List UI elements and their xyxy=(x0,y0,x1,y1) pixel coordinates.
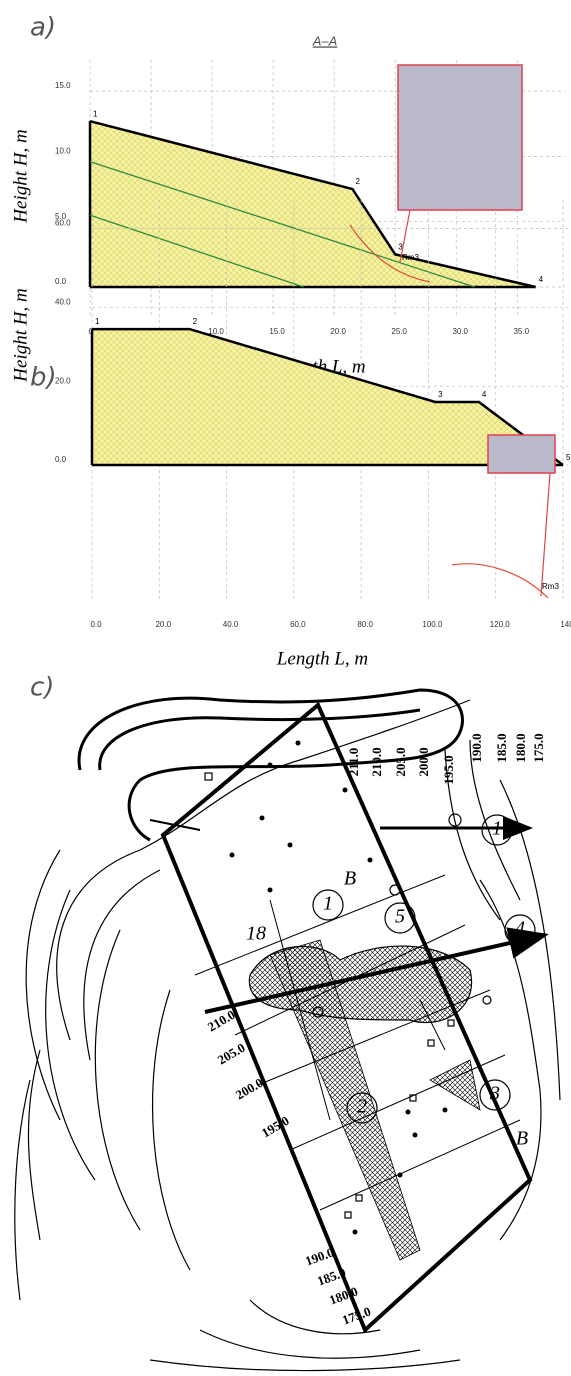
zone-number: 4 xyxy=(515,918,525,940)
x-tick-label: 140 xyxy=(560,620,571,629)
contour-label: 205.0 xyxy=(215,1040,248,1068)
zone-number: 1 xyxy=(492,818,502,840)
point-label: 4 xyxy=(482,390,487,399)
y-tick-label: 0.0 xyxy=(55,455,67,464)
panel-label: c) xyxy=(30,673,54,703)
page: {"figure": {"panel_labels": ["a)", "b)",… xyxy=(0,0,571,1376)
inset-pointer xyxy=(541,473,550,596)
zone-number: 1 xyxy=(323,893,333,915)
x-tick-label: 35.0 xyxy=(513,327,529,336)
x-tick-label: 30.0 xyxy=(452,327,468,336)
point-label: 2 xyxy=(193,317,198,326)
contour-label: 175.0 xyxy=(531,733,546,762)
inset-box xyxy=(398,65,522,210)
chart-title: A–A xyxy=(312,33,338,48)
y-tick-label: 20.0 xyxy=(55,376,71,385)
x-tick-label: 80.0 xyxy=(357,620,373,629)
x-tick-label: 40.0 xyxy=(223,620,239,629)
point-label: 4 xyxy=(539,275,544,284)
figure: a) b) c) 211.0210.0205.0200.0195.0190.01… xyxy=(0,0,571,1376)
zone-number: 5 xyxy=(395,906,405,928)
x-tick-label: 120.0 xyxy=(490,620,511,629)
inset-box xyxy=(488,435,555,473)
map-label: 18 xyxy=(246,923,266,945)
point-label: 2 xyxy=(355,177,360,186)
zone-number: 3 xyxy=(489,1083,500,1105)
x-tick-label: 25.0 xyxy=(391,327,407,336)
y-tick-label: 15.0 xyxy=(55,81,71,90)
contour-label: 195.0 xyxy=(441,755,456,784)
y-tick-label: 40.0 xyxy=(55,298,71,307)
y-axis-label: Height H, m xyxy=(10,288,31,382)
contour-label: 190.0 xyxy=(469,733,484,762)
y-tick-label: 60.0 xyxy=(55,219,71,228)
x-tick-label: 60.0 xyxy=(290,620,306,629)
contour-label: 175.0 xyxy=(340,1304,373,1328)
contour-label: 200.0 xyxy=(416,747,431,776)
slip-arc xyxy=(452,564,548,598)
x-axis-label: Length L, m xyxy=(276,648,368,669)
panel-label: a) xyxy=(30,13,56,43)
map-label: B xyxy=(516,1128,528,1150)
annotation: Rm3 xyxy=(542,582,559,591)
x-tick-label: 0.0 xyxy=(90,620,102,629)
contour-label: 210.0 xyxy=(369,747,384,776)
map-label: B xyxy=(344,868,356,890)
point-label: 5 xyxy=(566,453,571,462)
point-label: 1 xyxy=(95,317,100,326)
annotation: Rm3 xyxy=(402,253,419,262)
panel-label: b) xyxy=(30,363,57,393)
x-tick-label: 20.0 xyxy=(155,620,171,629)
contour-label: 185.0 xyxy=(315,1265,348,1289)
x-tick-label: 20.0 xyxy=(330,327,346,336)
y-tick-label: 10.0 xyxy=(55,147,71,156)
y-axis-label: Height H, m xyxy=(10,129,31,223)
zone-number: 2 xyxy=(357,1096,367,1118)
contour-label: 211.0 xyxy=(346,748,361,777)
x-tick-label: 15.0 xyxy=(269,327,285,336)
contour-label: 185.0 xyxy=(494,733,509,762)
y-tick-label: 0.0 xyxy=(55,277,67,286)
contour-label: 180.0 xyxy=(513,733,528,762)
x-tick-label: 100.0 xyxy=(422,620,443,629)
point-label: 1 xyxy=(93,109,98,118)
contour-label: 190.0 xyxy=(303,1245,336,1269)
point-label: 3 xyxy=(438,390,443,399)
contour-label: 205.0 xyxy=(393,747,408,776)
